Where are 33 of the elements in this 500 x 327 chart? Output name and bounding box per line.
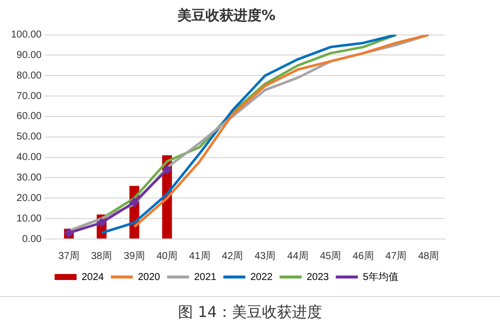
x-tick-label: 39周	[124, 250, 145, 262]
y-tick-label: 20.00	[16, 192, 42, 204]
x-tick-label: 40周	[156, 250, 178, 262]
y-tick-label: 40.00	[16, 152, 42, 164]
point	[130, 198, 139, 206]
x-tick-label: 38周	[91, 250, 112, 262]
y-tick-label: 100.00	[10, 30, 42, 41]
x-tick-label: 44周	[287, 250, 308, 262]
y-tick-label: 90.00	[16, 50, 42, 61]
y-tick-label: 60.00	[16, 111, 42, 122]
x-tick-label: 45周	[320, 250, 342, 262]
y-tick-label: 50.00	[16, 132, 42, 143]
x-tick-label: 41周	[189, 250, 210, 262]
x-tick-label: 47周	[385, 250, 407, 262]
legend-label: 5年均值	[362, 270, 398, 283]
y-tick-label: 30.00	[16, 172, 42, 184]
chart-title: 美豆收获进度%	[176, 7, 276, 24]
x-tick-label: 43周	[254, 250, 276, 262]
point	[162, 165, 172, 174]
x-tick-label: 46周	[352, 250, 374, 262]
legend-label: 2020	[138, 272, 161, 283]
legend-label: 2021	[194, 272, 217, 283]
legend-label: 2022	[250, 272, 274, 283]
y-tick-label: 10.00	[16, 213, 42, 224]
caption: 图 14：美豆收获进度	[0, 296, 500, 322]
y-tick-label: 80.00	[16, 70, 42, 82]
x-tick-label: 48周	[418, 250, 440, 262]
y-tick-label: 0.00	[22, 234, 42, 245]
y-tick-label: 70.00	[16, 90, 42, 102]
x-tick-label: 42周	[222, 250, 244, 262]
legend-label: 2023	[306, 272, 330, 283]
legend-label: 2024	[82, 272, 104, 283]
x-tick-label: 37周	[58, 250, 80, 262]
